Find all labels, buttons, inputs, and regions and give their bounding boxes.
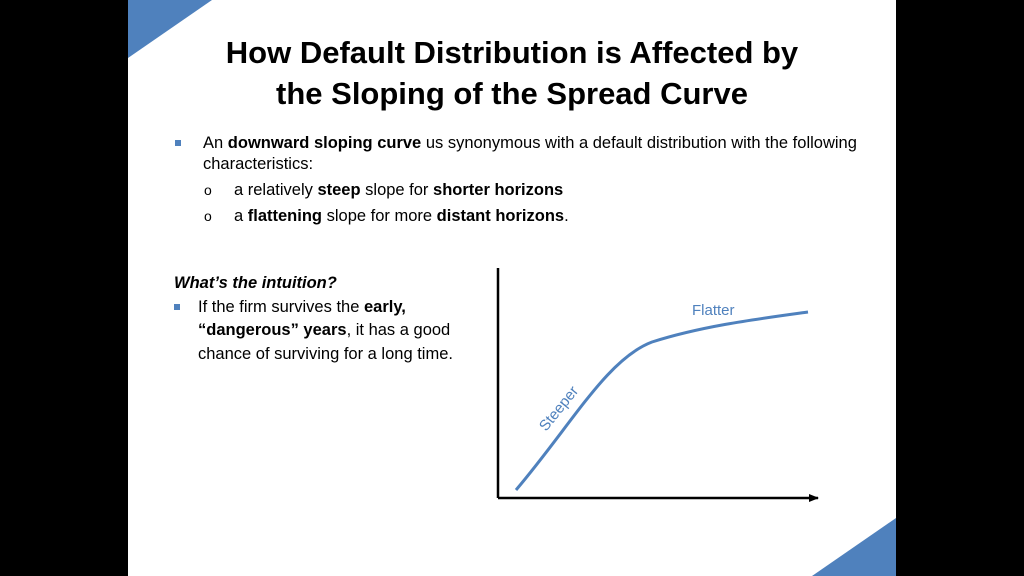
circle-bullet-icon: o [204, 182, 212, 198]
bullet-bold-text: downward sloping curve [227, 134, 422, 152]
annotation-flatter: Flatter [692, 302, 735, 319]
spread-curve [514, 310, 809, 491]
title-line-1: How Default Distribution is Affected by [225, 35, 799, 70]
intuition-bold-text: early, “dangerous” years [198, 297, 406, 340]
intuition-heading: What’s the intuition? [174, 274, 337, 292]
corner-decoration-top-left [128, 0, 212, 58]
sub-bullet-item: o a flattening slope for more distant ho… [173, 206, 863, 227]
sub-bullet-text: . [564, 207, 569, 225]
sub-bullet-item: o a relatively steep slope for shorter h… [173, 180, 863, 201]
slide: How Default Distribution is Affected by … [128, 0, 896, 576]
sub-bullet-text: slope for [360, 181, 434, 199]
square-bullet-icon [175, 140, 181, 146]
title-line-2: the Sloping of the Spread Curve [276, 76, 748, 111]
intuition-bullet: If the firm survives the early, “dangero… [174, 296, 504, 367]
spread-curve-chart: Steeper Flatter [496, 268, 819, 502]
corner-decoration-bottom-right [812, 518, 896, 576]
sub-bullet-bold-text: shorter horizons [433, 181, 564, 199]
sub-bullet-bold-text: flattening [247, 207, 323, 225]
intuition-text: If the firm survives the [198, 297, 364, 316]
sub-bullet-bold-text: distant horizons [436, 207, 565, 225]
bullet-list: An downward sloping curve us synonymous … [173, 133, 863, 227]
sub-bullet-bold-text: steep [317, 181, 361, 199]
intuition-text: , it has a good chance of surviving for … [198, 321, 453, 363]
circle-bullet-icon: o [204, 208, 212, 224]
slide-title: How Default Distribution is Affected by … [128, 32, 896, 114]
bullet-text: us synonymous with a default distributio… [203, 134, 857, 173]
sub-bullet-text: a [234, 207, 248, 225]
square-bullet-icon [174, 303, 180, 310]
sub-bullet-text: slope for more [322, 207, 437, 225]
annotation-steeper: Steeper [536, 383, 582, 435]
bullet-text: An [203, 134, 228, 152]
bullet-item: An downward sloping curve us synonymous … [173, 133, 863, 175]
sub-bullet-text: a relatively [234, 181, 318, 199]
intuition-block: What’s the intuition? If the firm surviv… [174, 272, 504, 366]
